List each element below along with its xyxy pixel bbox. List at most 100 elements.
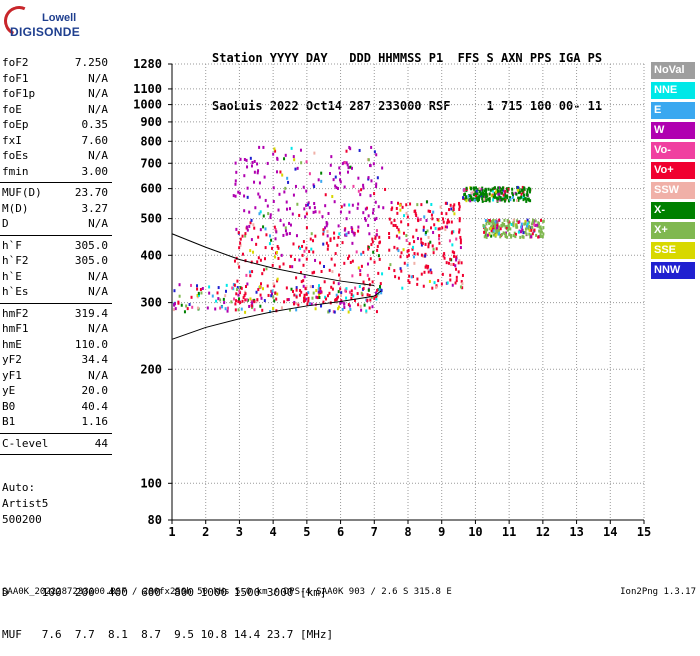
echo-point xyxy=(380,291,383,295)
echo-point xyxy=(405,211,408,215)
echo-point xyxy=(492,198,495,202)
echo-point xyxy=(313,201,316,205)
echo-point xyxy=(282,233,285,237)
echo-point xyxy=(440,282,443,286)
echo-point xyxy=(512,234,515,238)
x-tick-label: 15 xyxy=(637,525,651,539)
echo-point xyxy=(302,263,305,267)
echo-point xyxy=(271,263,274,267)
echo-point xyxy=(488,233,491,237)
echo-point xyxy=(450,207,453,211)
y-tick-label: 300 xyxy=(140,296,162,310)
echo-point xyxy=(274,228,277,232)
echo-point xyxy=(527,225,530,229)
param-value: N/A xyxy=(88,87,108,100)
echo-point xyxy=(298,245,301,249)
echo-point xyxy=(372,208,375,212)
echo-point xyxy=(269,234,272,238)
echo-point xyxy=(429,268,432,272)
echo-point xyxy=(368,232,371,236)
echo-point xyxy=(514,232,517,236)
echo-point xyxy=(314,210,317,214)
echo-point xyxy=(496,229,499,233)
echo-point xyxy=(322,232,325,236)
echo-point xyxy=(349,165,352,169)
echo-point xyxy=(449,257,452,261)
echo-point xyxy=(221,305,224,309)
echo-point xyxy=(293,302,296,306)
echo-point xyxy=(508,221,511,225)
echo-point xyxy=(369,298,372,302)
echo-point xyxy=(293,258,296,262)
echo-point xyxy=(400,220,403,224)
echo-point xyxy=(495,219,498,223)
echo-point xyxy=(286,176,289,180)
echo-point xyxy=(269,216,272,220)
echo-point xyxy=(492,221,495,225)
echo-point xyxy=(337,307,340,311)
echo-point xyxy=(458,207,461,211)
echo-point xyxy=(506,189,509,193)
echo-point xyxy=(461,286,464,290)
echo-point xyxy=(234,179,237,183)
echo-point xyxy=(255,242,258,246)
echo-point xyxy=(330,155,333,159)
echo-point xyxy=(376,288,379,292)
echo-point xyxy=(515,223,518,227)
echo-point xyxy=(235,292,238,296)
echo-point xyxy=(397,276,400,280)
echo-point xyxy=(535,233,538,237)
echo-point xyxy=(420,241,423,245)
echo-point xyxy=(313,185,316,189)
echo-point xyxy=(343,161,346,165)
echo-point xyxy=(396,225,399,229)
echo-point xyxy=(517,196,520,200)
autoscale-info: Auto: Artist5 500200 xyxy=(2,480,48,528)
scaled-parameters-panel: foF2 7.250 foF1 N/A foF1p N/A foE N/A foEp 0.35 fx… xyxy=(0,56,112,458)
echo-point xyxy=(455,279,458,283)
param-row: MUF(D) 23.70 xyxy=(0,186,112,202)
echo-point xyxy=(235,170,238,174)
echo-point xyxy=(282,262,285,266)
echo-point xyxy=(452,254,455,258)
echo-point xyxy=(392,223,395,227)
echo-point xyxy=(308,249,311,253)
param-name: yF1 xyxy=(2,368,22,382)
echo-point xyxy=(281,173,284,177)
echo-point xyxy=(379,285,382,289)
param-row: hmF2 319.4 xyxy=(0,307,112,323)
echo-point xyxy=(360,252,363,256)
echo-point xyxy=(517,220,520,224)
echo-point xyxy=(414,212,417,216)
echo-point xyxy=(238,191,241,195)
echo-point xyxy=(329,172,332,176)
echo-point xyxy=(191,305,194,309)
echo-point xyxy=(394,224,397,228)
echo-point xyxy=(498,192,501,196)
echo-point xyxy=(427,264,430,268)
echo-points xyxy=(172,145,545,314)
param-name: h`E xyxy=(2,269,22,283)
echo-point xyxy=(257,169,260,173)
param-value: 20.0 xyxy=(81,384,109,397)
echo-point xyxy=(509,196,512,200)
echo-point xyxy=(483,230,486,234)
echo-point xyxy=(432,251,435,255)
echo-point xyxy=(365,298,368,302)
param-value: N/A xyxy=(88,368,108,382)
echo-point xyxy=(307,296,310,300)
echo-point xyxy=(258,181,261,185)
echo-point xyxy=(237,293,240,297)
echo-point xyxy=(324,295,327,299)
echo-point xyxy=(251,270,254,274)
echo-point xyxy=(302,240,305,244)
echo-point xyxy=(238,289,241,293)
echo-point xyxy=(498,225,501,229)
echo-point xyxy=(337,224,340,228)
legend-item-noval: NoVal xyxy=(651,62,695,79)
echo-point xyxy=(243,293,246,297)
param-name: foF1 xyxy=(2,71,29,85)
echo-point xyxy=(374,200,377,204)
echo-point xyxy=(358,148,361,152)
x-tick-label: 14 xyxy=(603,525,617,539)
